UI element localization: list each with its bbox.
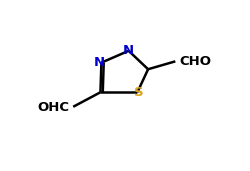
Text: N: N [94,56,104,69]
Text: S: S [133,86,142,99]
Text: CHO: CHO [178,56,210,69]
Text: N: N [122,44,134,57]
Text: OHC: OHC [37,101,69,114]
